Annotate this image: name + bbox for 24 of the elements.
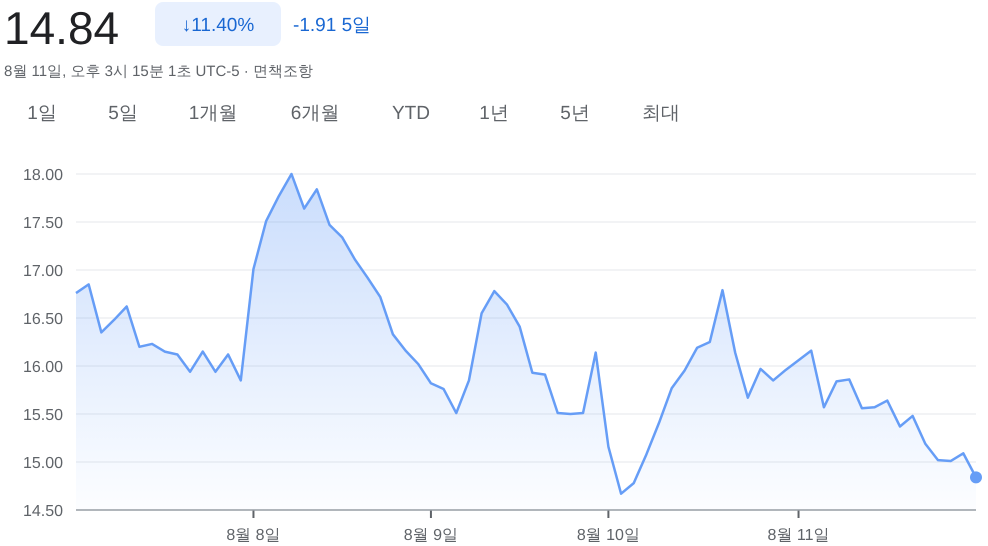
y-tick-label: 17.00 [22, 263, 64, 280]
text: 1년 [479, 103, 509, 124]
text: 1개월 [188, 103, 238, 124]
text: 최대 [642, 103, 680, 124]
text: 6개월 [290, 103, 340, 124]
x-tick-label: 8월 9일 [404, 527, 458, 544]
x-tick-label: 8월 11일 [768, 527, 830, 544]
y-tick-label: 16.00 [22, 359, 64, 376]
y-tick-label: 17.50 [22, 215, 64, 232]
text: 5일 [108, 103, 138, 124]
x-tick-label: 8월 8일 [226, 527, 281, 544]
text: 1일 [27, 103, 57, 124]
y-tick-label: 15.00 [22, 455, 64, 472]
chart-subtitle: 8월 11일, 오후 3시 15분 1초 UTC-5 · 면책조항 [4, 63, 313, 80]
x-tick-label: 8월 10일 [576, 527, 640, 544]
text: -1.91 5일 [293, 15, 372, 36]
text: ↓11.40% [182, 15, 254, 36]
y-tick-label: 18.00 [22, 167, 64, 184]
y-tick-label: 16.50 [22, 311, 64, 328]
y-tick-label: 14.50 [22, 503, 64, 520]
y-tick-label: 15.50 [22, 407, 64, 424]
chart-title: 14.84 [4, 2, 120, 54]
text: YTD [392, 103, 430, 124]
text: 5년 [560, 103, 590, 124]
